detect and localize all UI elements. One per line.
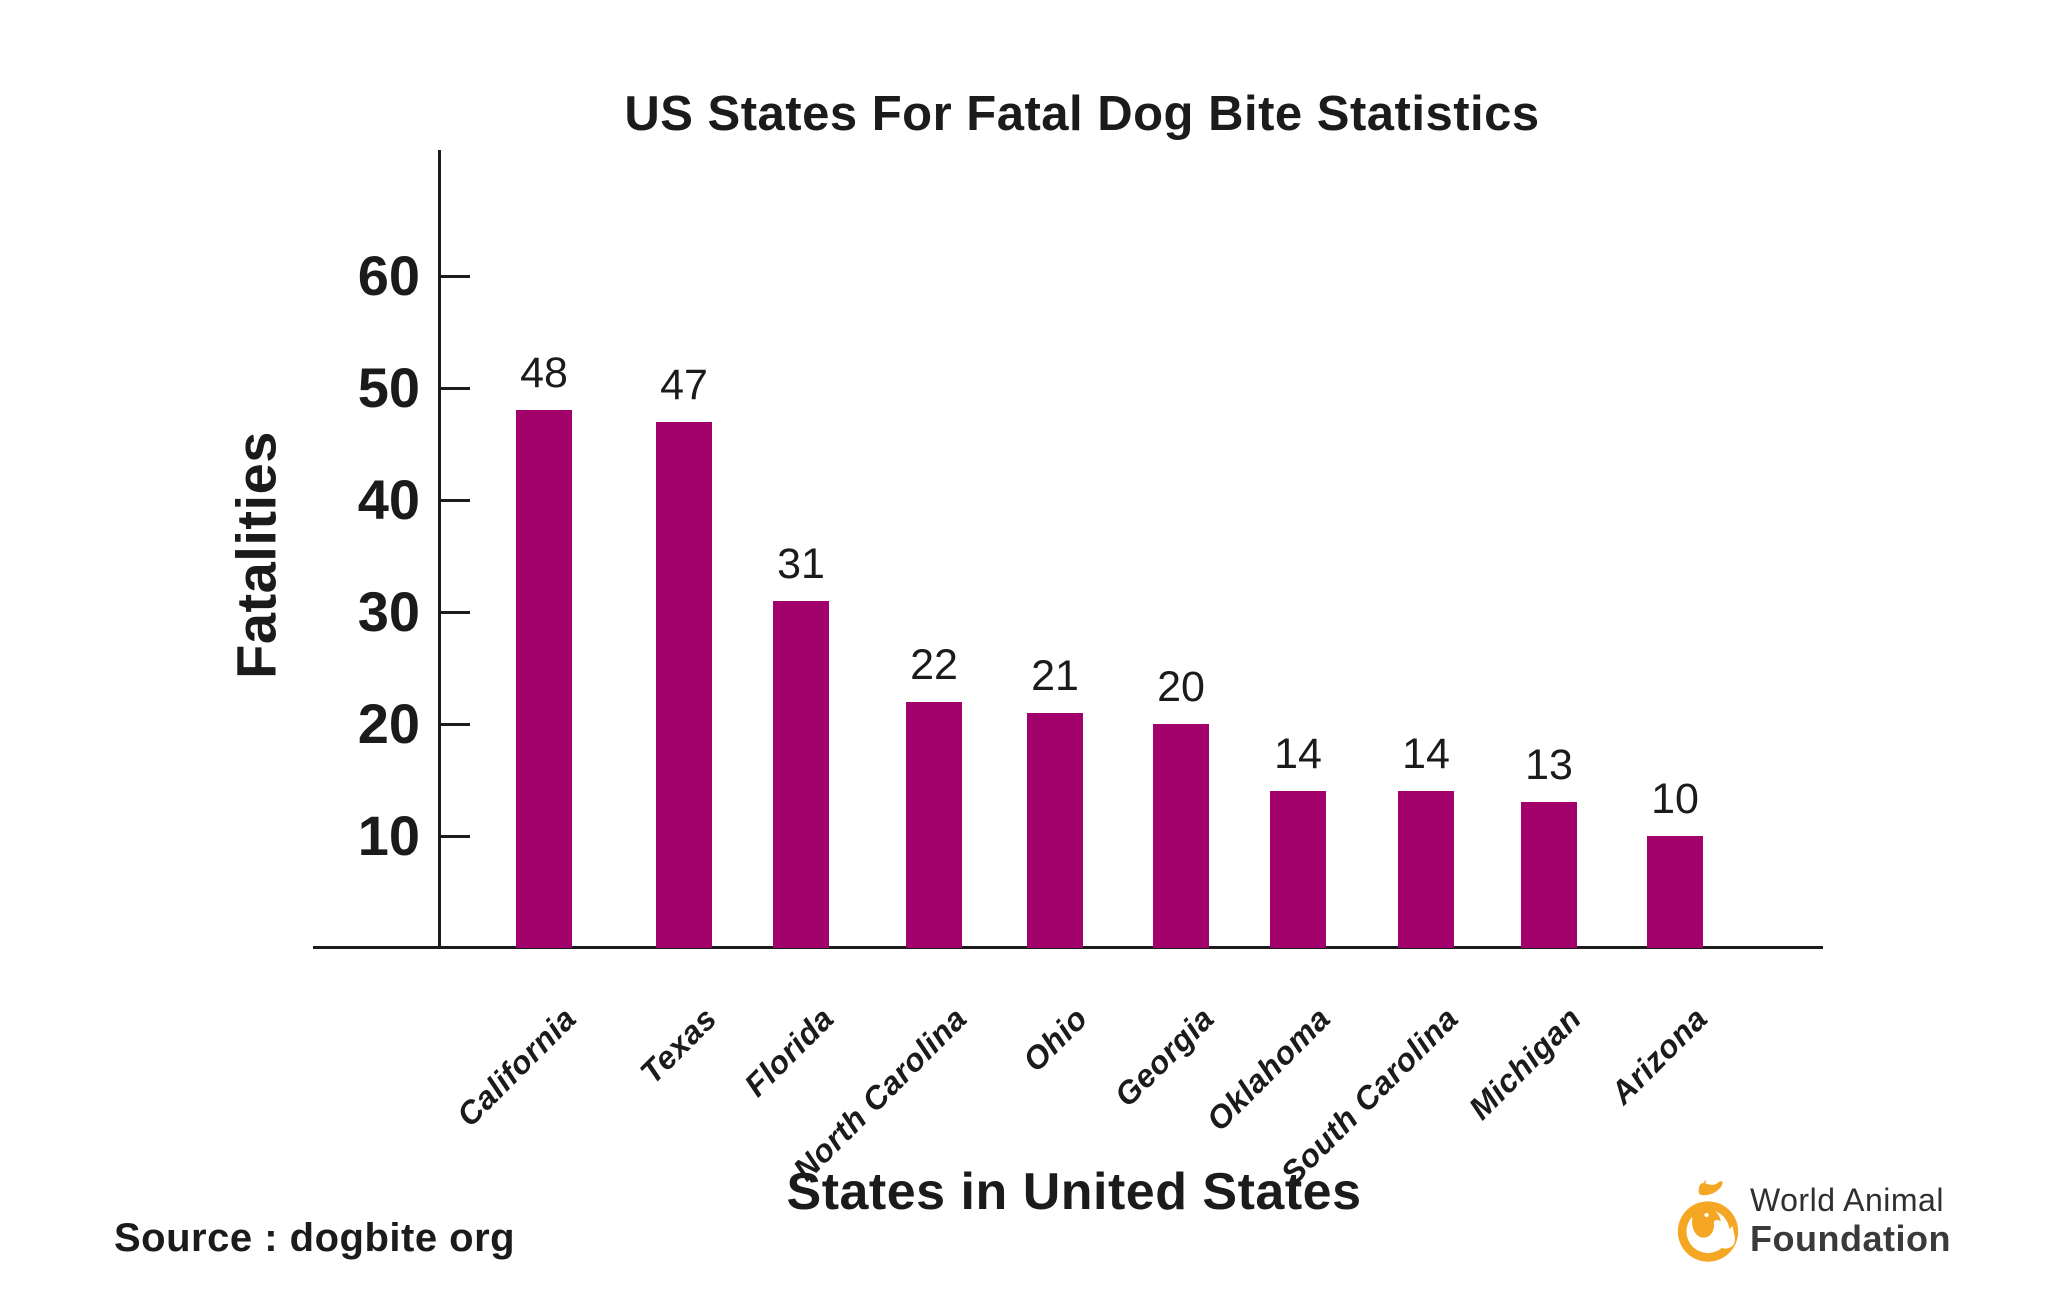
- bar-value-label: 47: [660, 361, 708, 409]
- x-category-label: Oklahoma: [1199, 1000, 1338, 1138]
- bar-value-label: 13: [1525, 741, 1573, 789]
- bar: [1521, 802, 1577, 948]
- y-axis-title: Fatalities: [224, 431, 288, 679]
- logo-line2: Foundation: [1750, 1218, 1951, 1259]
- y-tick-mark: [440, 835, 470, 838]
- bar-value-label: 31: [777, 540, 825, 588]
- world-animal-foundation-logo: World Animal Foundation: [1672, 1174, 2032, 1274]
- y-tick-mark: [440, 387, 470, 390]
- source-note: Source : dogbite org: [114, 1216, 516, 1260]
- y-tick-label: 30: [357, 580, 420, 643]
- bar: [1027, 713, 1083, 948]
- logo-text: World Animal Foundation: [1750, 1184, 1951, 1257]
- bar: [1398, 791, 1454, 948]
- bar-value-label: 14: [1402, 730, 1450, 778]
- bar: [656, 422, 712, 948]
- y-tick-label: 40: [357, 468, 420, 531]
- bar-value-label: 21: [1031, 652, 1079, 700]
- y-axis-line: [438, 150, 441, 948]
- bar: [906, 702, 962, 948]
- logo-line1: World Animal: [1750, 1182, 1944, 1218]
- x-category-label: Florida: [737, 1000, 841, 1104]
- bar-value-label: 14: [1274, 730, 1322, 778]
- bar: [516, 410, 572, 948]
- bar-value-label: 10: [1651, 775, 1699, 823]
- bar-value-label: 22: [910, 641, 958, 689]
- bar: [1647, 836, 1703, 948]
- x-category-label: Georgia: [1107, 1000, 1221, 1114]
- bar: [1270, 791, 1326, 948]
- x-category-label: Michigan: [1462, 1000, 1589, 1127]
- y-tick-label: 10: [357, 804, 420, 867]
- x-axis-title: States in United States: [786, 1163, 1362, 1221]
- x-category-label: Arizona: [1603, 1000, 1715, 1111]
- waf-animals-icon: [1677, 1177, 1739, 1262]
- bar: [773, 601, 829, 948]
- x-category-label: Texas: [632, 1000, 724, 1091]
- y-tick-mark: [440, 611, 470, 614]
- bar: [1153, 724, 1209, 948]
- y-tick-label: 20: [357, 692, 420, 755]
- y-tick-label: 60: [357, 244, 420, 307]
- y-tick-mark: [440, 723, 470, 726]
- x-category-label: California: [450, 1000, 584, 1134]
- bar-value-label: 48: [520, 349, 568, 397]
- x-category-label: Ohio: [1016, 1000, 1095, 1079]
- y-tick-mark: [440, 275, 470, 278]
- y-tick-mark: [440, 499, 470, 502]
- chart-title: US States For Fatal Dog Bite Statistics: [624, 87, 1540, 141]
- y-tick-label: 50: [357, 356, 420, 419]
- bar-value-label: 20: [1157, 663, 1205, 711]
